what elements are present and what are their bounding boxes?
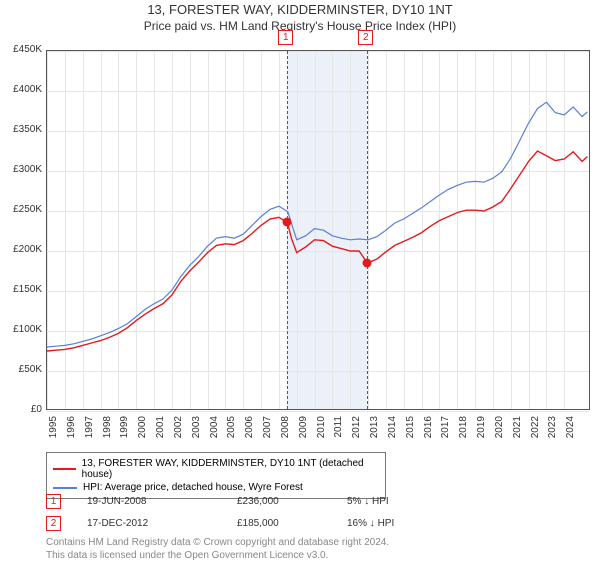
x-axis-label: 2004	[209, 416, 220, 446]
x-axis-label: 2023	[547, 416, 558, 446]
gridline-h	[47, 411, 589, 412]
legend-row: 13, FORESTER WAY, KIDDERMINSTER, DY10 1N…	[53, 457, 379, 481]
x-axis-label: 1995	[48, 416, 59, 446]
transaction-row: 2 17-DEC-2012£185,00016% ↓ HPI	[46, 512, 467, 534]
x-axis-label: 1998	[102, 416, 113, 446]
x-axis-label: 2019	[476, 416, 487, 446]
x-axis-label: 2003	[191, 416, 202, 446]
y-axis-label: £400K	[0, 84, 42, 95]
x-axis-label: 2009	[298, 416, 309, 446]
y-axis-label: £250K	[0, 204, 42, 215]
series-property	[47, 151, 587, 351]
x-axis-label: 2024	[565, 416, 576, 446]
x-axis-label: 2011	[333, 416, 344, 446]
y-axis-label: £200K	[0, 244, 42, 255]
chart-title: 13, FORESTER WAY, KIDDERMINSTER, DY10 1N…	[0, 0, 600, 17]
transaction-date: 19-JUN-2008	[87, 496, 237, 507]
footer-line1: Contains HM Land Registry data © Crown c…	[46, 536, 389, 549]
x-axis-label: 2014	[387, 416, 398, 446]
transaction-row: 1 19-JUN-2008£236,0005% ↓ HPI	[46, 490, 467, 512]
transaction-diff: 5% ↓ HPI	[347, 496, 467, 507]
x-axis-label: 1997	[84, 416, 95, 446]
y-axis-label: £150K	[0, 284, 42, 295]
x-axis-label: 2015	[405, 416, 416, 446]
x-axis-label: 2002	[173, 416, 184, 446]
series-svg	[47, 51, 591, 411]
x-axis-label: 2010	[316, 416, 327, 446]
x-axis-label: 2006	[244, 416, 255, 446]
x-axis-label: 2005	[226, 416, 237, 446]
x-axis-label: 2008	[280, 416, 291, 446]
transaction-diff: 16% ↓ HPI	[347, 518, 467, 529]
marker-dot	[283, 218, 292, 227]
transaction-price: £236,000	[237, 496, 347, 507]
transaction-date: 17-DEC-2012	[87, 518, 237, 529]
y-axis-label: £300K	[0, 164, 42, 175]
transaction-table: 1 19-JUN-2008£236,0005% ↓ HPI 2 17-DEC-2012…	[46, 490, 467, 534]
x-axis-label: 2020	[494, 416, 505, 446]
transaction-flag: 2	[46, 516, 61, 531]
y-axis-label: £0	[0, 404, 42, 415]
legend-label-property: 13, FORESTER WAY, KIDDERMINSTER, DY10 1N…	[82, 458, 379, 480]
transaction-flag: 1	[46, 494, 61, 509]
x-axis-label: 2022	[530, 416, 541, 446]
y-axis-label: £100K	[0, 324, 42, 335]
legend-swatch-hpi	[53, 487, 77, 489]
y-axis-label: £50K	[0, 364, 42, 375]
y-axis-label: £350K	[0, 124, 42, 135]
x-axis-label: 2000	[137, 416, 148, 446]
footer: Contains HM Land Registry data © Crown c…	[46, 536, 389, 562]
series-hpi	[47, 102, 587, 347]
y-axis-label: £450K	[0, 44, 42, 55]
x-axis-label: 2007	[262, 416, 273, 446]
marker-flag: 1	[278, 30, 293, 45]
x-axis-label: 2012	[351, 416, 362, 446]
legend-swatch-property	[53, 468, 76, 470]
plot-area	[46, 50, 590, 410]
x-axis-label: 2001	[155, 416, 166, 446]
marker-dot	[363, 259, 372, 268]
transaction-price: £185,000	[237, 518, 347, 529]
chart-subtitle: Price paid vs. HM Land Registry's House …	[0, 17, 600, 33]
marker-flag: 2	[358, 30, 373, 45]
x-axis-label: 1996	[66, 416, 77, 446]
x-axis-label: 2013	[369, 416, 380, 446]
x-axis-label: 2021	[512, 416, 523, 446]
footer-line2: This data is licensed under the Open Gov…	[46, 549, 389, 562]
x-axis-label: 1999	[119, 416, 130, 446]
x-axis-label: 2016	[423, 416, 434, 446]
x-axis-label: 2018	[458, 416, 469, 446]
x-axis-label: 2017	[440, 416, 451, 446]
